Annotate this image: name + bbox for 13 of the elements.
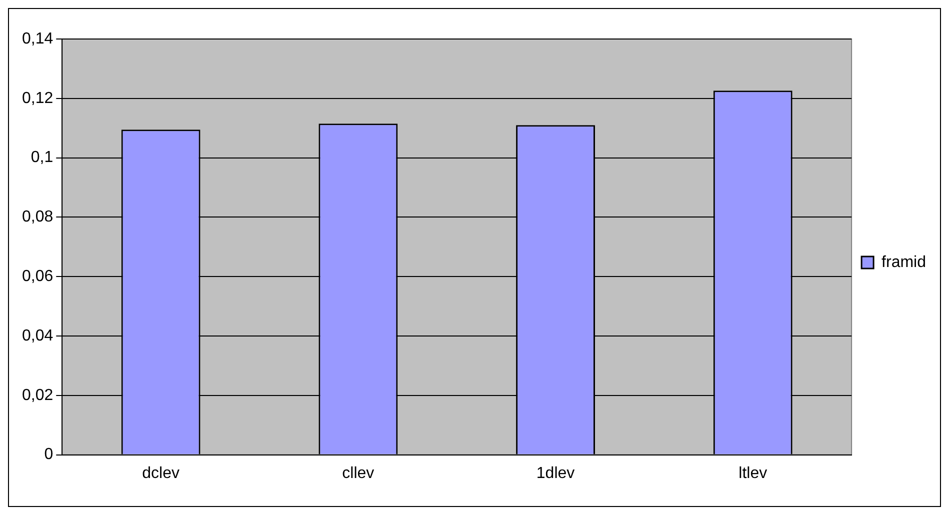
legend-label: framid xyxy=(882,254,926,271)
y-tick-label: 0,02 xyxy=(22,386,54,404)
x-tick-label: cllev xyxy=(342,464,374,482)
y-tick-label: 0,08 xyxy=(22,208,54,226)
y-tick-label: 0,12 xyxy=(22,90,54,107)
y-tick-label: 0,04 xyxy=(22,327,54,344)
y-tick-label: 0,14 xyxy=(22,30,54,48)
x-tick-label: 1dlev xyxy=(536,464,575,482)
x-tick-label: dclev xyxy=(142,464,180,482)
y-tick-label: 0,06 xyxy=(22,268,54,286)
x-tick-label: ltlev xyxy=(738,464,768,482)
y-tick-label: 0 xyxy=(44,446,54,464)
y-tick-label: 0,1 xyxy=(30,149,54,166)
